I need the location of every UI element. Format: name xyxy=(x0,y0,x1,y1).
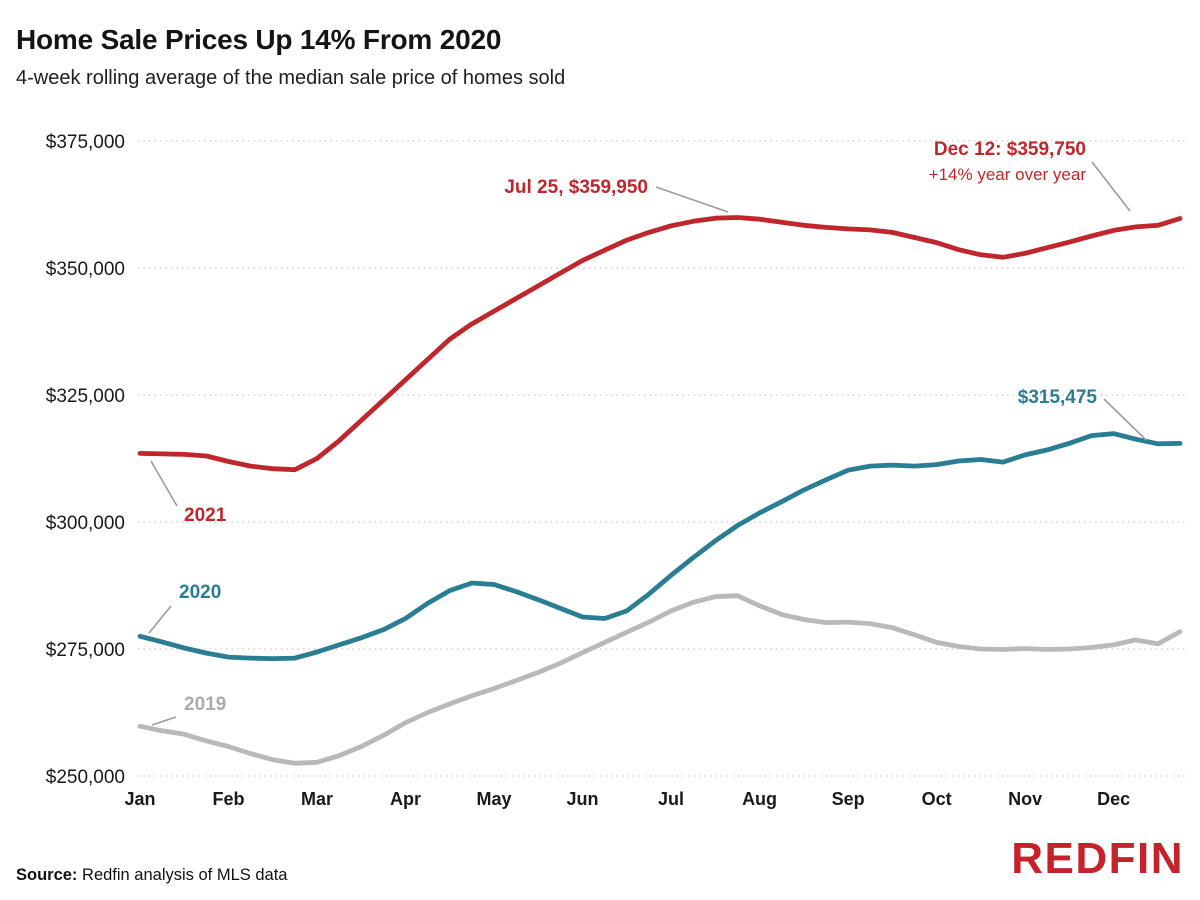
source-text: Redfin analysis of MLS data xyxy=(77,866,288,884)
page-subtitle: 4-week rolling average of the median sal… xyxy=(16,67,566,89)
y-axis-label: $325,000 xyxy=(46,386,125,407)
chart-header: Home Sale Prices Up 14% From 2020 4-week… xyxy=(16,24,565,90)
annotation-jul-peak: Jul 25, $359,950 xyxy=(504,177,648,198)
annotation-connector-series-label-2020 xyxy=(148,605,172,634)
annotation-connector-end-2020 xyxy=(1103,398,1147,441)
annotation-connector-jul-peak xyxy=(655,186,729,213)
y-axis-label: $300,000 xyxy=(46,513,125,534)
redfin-logo: REDFIN xyxy=(1011,834,1184,883)
y-axis-label: $250,000 xyxy=(46,767,125,788)
annotation-series-label-2020: 2020 xyxy=(179,582,221,603)
source-label: Source: xyxy=(16,866,78,884)
x-axis-label: Jul xyxy=(658,789,684,809)
annotation-series-label-2021: 2021 xyxy=(184,505,227,526)
y-axis-label: $275,000 xyxy=(46,640,125,661)
x-axis-label: Oct xyxy=(922,789,952,809)
annotation-connector-series-label-2019 xyxy=(151,716,177,726)
y-axis-label: $350,000 xyxy=(46,259,125,280)
series-line-2019 xyxy=(137,593,1183,766)
series-line-2021 xyxy=(137,215,1183,473)
y-axis-label: $375,000 xyxy=(46,132,125,153)
annotation-end-2020: $315,475 xyxy=(1018,387,1098,408)
x-axis-label: Feb xyxy=(213,789,245,809)
chart-area: $250,000 $275,000 $300,000 $325,000 $350,000… xyxy=(0,100,1200,840)
annotation-connector-series-label-2021 xyxy=(150,460,178,507)
x-axis-label: Dec xyxy=(1097,789,1130,809)
x-axis-label: Jan xyxy=(124,789,155,809)
series-line-2020 xyxy=(137,431,1183,662)
x-axis-label: Sep xyxy=(832,789,865,809)
x-axis-label: Jun xyxy=(567,789,599,809)
annotation-series-label-2019: 2019 xyxy=(184,694,226,715)
x-axis-label: Nov xyxy=(1008,789,1042,809)
page-title: Home Sale Prices Up 14% From 2020 xyxy=(16,24,502,55)
annotation-dec-latest: Dec 12: $359,750 xyxy=(934,139,1086,160)
source-note: Source: Redfin analysis of MLS data xyxy=(16,866,287,885)
x-axis-label: Aug xyxy=(742,789,777,809)
x-axis-label: Apr xyxy=(390,789,421,809)
annotation-connector-dec-latest xyxy=(1091,161,1131,212)
price-line-chart: $250,000 $275,000 $300,000 $325,000 $350,000… xyxy=(46,132,1185,809)
x-axis-label: May xyxy=(477,789,512,809)
x-axis-label: Mar xyxy=(301,789,333,809)
annotation-dec-latest-sub: +14% year over year xyxy=(929,165,1087,184)
